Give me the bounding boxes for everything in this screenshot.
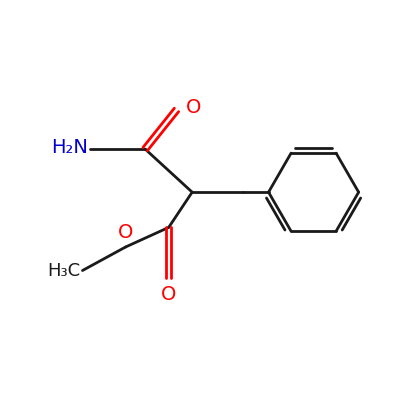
Text: O: O (118, 223, 133, 242)
Text: H₃C: H₃C (48, 262, 80, 280)
Text: O: O (186, 98, 202, 118)
Text: O: O (161, 285, 176, 304)
Text: H₂N: H₂N (52, 138, 88, 157)
